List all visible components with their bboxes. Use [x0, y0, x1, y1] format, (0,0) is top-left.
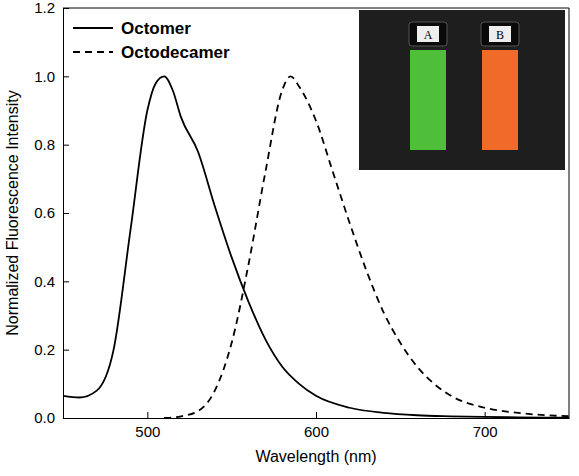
x-tick-label: 500	[135, 423, 160, 440]
vial-label-bg	[489, 26, 511, 42]
y-axis: 0.0 0.2 0.4 0.6 0.8 1.0 1.2	[34, 0, 69, 426]
legend-label: Octodecamer	[121, 43, 230, 62]
x-tick-mark	[316, 412, 317, 418]
series-line	[63, 76, 569, 417]
x-tick-label: 600	[304, 423, 329, 440]
y-tick-mark	[63, 281, 69, 282]
y-tick-mark	[63, 350, 69, 351]
y-tick-label: 1.0	[34, 68, 55, 85]
vial-label: A	[424, 28, 433, 42]
legend-label: Octomer	[121, 19, 191, 38]
inset: AB	[359, 10, 565, 170]
y-tick-label: 0.0	[34, 409, 55, 426]
x-axis: 500 600 700	[64, 412, 570, 440]
y-tick: 0.2	[34, 341, 69, 358]
lines	[63, 76, 569, 418]
y-tick-mark	[63, 145, 69, 146]
y-tick: 0.6	[34, 204, 69, 221]
x-tick-mark	[147, 412, 148, 418]
y-tick-mark	[63, 418, 69, 419]
series-line	[164, 76, 569, 418]
y-tick: 1.0	[34, 68, 69, 85]
y-tick-mark	[63, 213, 69, 214]
x-axis-title: Wavelength (nm)	[255, 448, 376, 465]
y-tick: 0.0	[34, 409, 69, 426]
y-tick-mark	[63, 76, 69, 77]
legend-swatch	[73, 27, 113, 29]
vial-cap	[481, 22, 519, 46]
inset-background	[359, 10, 565, 170]
legend: Octomer Octodecamer	[73, 19, 230, 62]
y-tick-label: 0.4	[34, 273, 55, 290]
x-axis-line	[64, 418, 570, 419]
y-tick: 0.4	[34, 273, 69, 290]
x-tick: 600	[304, 412, 329, 440]
y-axis-title: Normalized Fluorescence Intensity	[4, 90, 21, 335]
legend-swatch	[73, 51, 113, 53]
y-tick-label: 0.8	[34, 136, 55, 153]
frame-top	[63, 8, 569, 9]
vial	[410, 50, 446, 150]
y-tick-label: 1.2	[34, 0, 55, 16]
x-tick: 500	[135, 412, 160, 440]
vial	[482, 50, 518, 150]
plot: 5006007000.00.20.40.60.81.01.2ABOctomerO…	[34, 0, 569, 440]
vial-label-bg	[417, 26, 439, 42]
y-tick-label: 0.2	[34, 341, 55, 358]
vial-cap	[409, 22, 447, 46]
y-tick: 0.8	[34, 136, 69, 153]
frame-right	[569, 8, 570, 418]
x-tick-label: 700	[473, 423, 498, 440]
y-tick-label: 0.6	[34, 204, 55, 221]
vial-label: B	[496, 28, 504, 42]
chart: 5006007000.00.20.40.60.81.01.2ABOctomerO…	[0, 0, 579, 476]
